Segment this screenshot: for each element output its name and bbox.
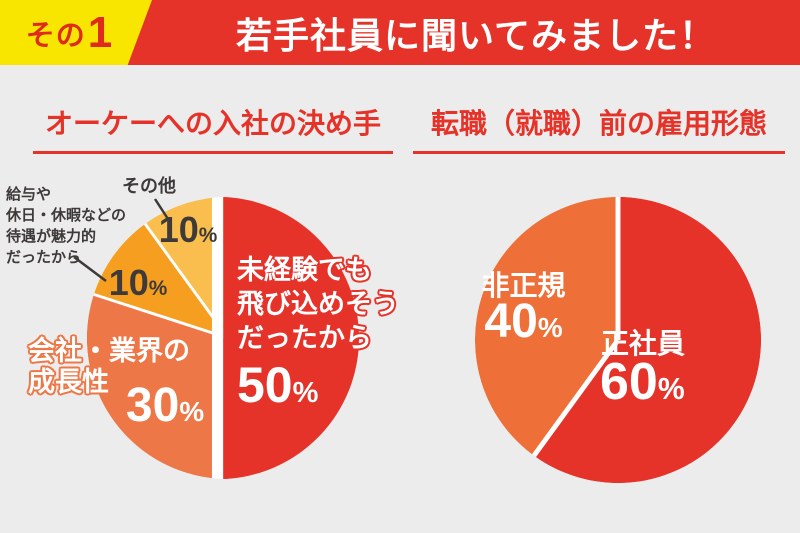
value-regular-60pct: 60%	[600, 353, 685, 411]
label-line: 成長性	[28, 367, 109, 397]
label-line: 飛び込めそう	[237, 289, 399, 319]
label-inexperienced: 未経験でも 飛び込めそう だったから	[237, 253, 399, 355]
label-non-regular: 非正規	[481, 270, 566, 301]
value-other-10pct: 10%	[158, 209, 218, 250]
percent-sign: %	[292, 377, 319, 409]
pie-slice-3	[93, 223, 228, 338]
badge-prefix-text: その	[25, 19, 86, 52]
page-title: 若手社員に聞いてみました！	[236, 14, 716, 56]
pie-slice-2	[86, 294, 228, 480]
left-chart-title: オーケーへの入社の決め手	[33, 102, 393, 154]
label-regular-employee: 正社員	[601, 328, 686, 359]
header-banner: その 1 若手社員に聞いてみました！	[0, 0, 800, 65]
pie-chart-joining-decision	[86, 196, 360, 480]
percent-sign: %	[148, 277, 168, 300]
pie-chart-employment-type	[474, 196, 762, 484]
percent-sign: %	[657, 373, 685, 406]
part-number-badge: その 1	[0, 0, 152, 65]
label-salary-benefits: 給与や 休日・休暇などの 待遇が魅力的 だったから	[6, 184, 126, 268]
label-line: 会社・業界の	[28, 336, 190, 366]
label-line: だったから	[6, 249, 82, 266]
label-company-growth: 会社・業界の 成長性	[28, 336, 190, 398]
value-salary-10pct: 10%	[108, 262, 168, 303]
label-line: 給与や	[6, 186, 52, 203]
pie-slice-2	[474, 196, 618, 456]
label-line: 休日・休暇などの	[6, 207, 127, 224]
percent-sign: %	[537, 312, 563, 343]
label-other: その他	[122, 176, 176, 196]
split-band	[211, 196, 224, 480]
slice-divider	[531, 338, 620, 458]
label-line: だったから	[237, 323, 372, 353]
value-growth-30pct: 30%	[125, 379, 205, 432]
percent-sign: %	[198, 224, 218, 247]
pie-slice-1	[533, 196, 762, 484]
pie-slice-1	[223, 196, 360, 480]
label-line: 待遇が魅力的	[6, 228, 97, 245]
right-chart-title: 転職（就職）前の雇用形態	[413, 102, 785, 154]
value-non-regular-40pct: 40%	[484, 295, 563, 348]
percent-sign: %	[179, 396, 205, 427]
pie-slice-4	[145, 196, 228, 338]
badge-number-text: 1	[87, 7, 113, 57]
value-inexperienced-50pct: 50%	[237, 357, 319, 413]
slice-divider	[93, 293, 229, 340]
label-line: 未経験でも	[237, 255, 372, 285]
